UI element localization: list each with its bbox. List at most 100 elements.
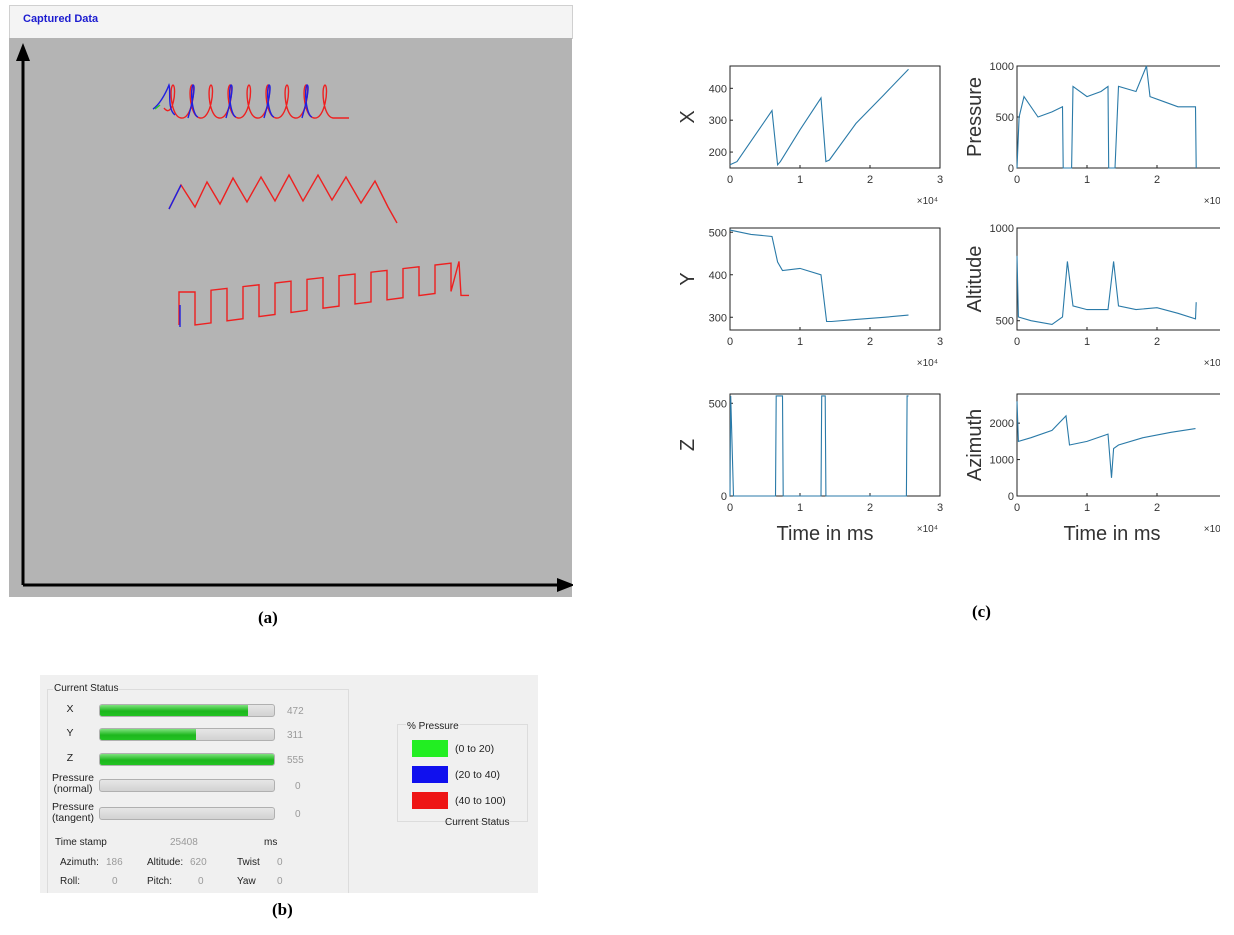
zigzag-start-stroke	[168, 184, 182, 210]
pressure-normal-value: 0	[295, 781, 301, 792]
pressure-tangent-label-line1: Pressure	[51, 801, 94, 813]
series-line-azimuth	[1016, 401, 1196, 478]
pressure-normal-progress-bar	[99, 779, 275, 792]
y-tick-label: 300	[709, 312, 727, 324]
legend-swatch-low	[412, 740, 448, 757]
plot-y: 300 400 500 0 1 2 3 ×10⁴ Y	[677, 227, 943, 369]
y-progress-bar	[99, 728, 275, 741]
series-line-y	[729, 229, 909, 323]
z-value: 555	[287, 755, 304, 766]
x-tick-label: 1	[1084, 336, 1090, 348]
pitch-label: Pitch:	[147, 876, 173, 887]
y-tick-label: 500	[996, 316, 1014, 328]
x-tick-label: 0	[727, 336, 733, 348]
y-tick-label: 1000	[990, 455, 1014, 467]
azimuth-value: 186	[106, 857, 123, 868]
legend-label-mid: (20 to 40)	[455, 769, 500, 781]
series-line-pressure	[1016, 65, 1197, 169]
legend-footer: Current Status	[445, 817, 510, 828]
x-tick-label: 2	[1154, 502, 1160, 514]
y-tick-label: 400	[709, 83, 727, 95]
y-tick-label: 0	[1008, 163, 1014, 175]
plot-frame-pressure	[1016, 65, 1220, 169]
x-tick-label: 1	[1084, 174, 1090, 186]
y-tick-label: 0	[721, 491, 727, 503]
loops-pen-down-stroke	[154, 104, 161, 110]
plot-frame-z	[729, 393, 941, 497]
azimuth-label: Azimuth:	[60, 857, 99, 868]
captured-data-title: Captured Data	[23, 13, 99, 25]
x-tick-label: 2	[1154, 336, 1160, 348]
legend-swatch-mid	[412, 766, 448, 783]
x-tick-label: 2	[1154, 174, 1160, 186]
y-tick-label: 500	[709, 227, 727, 239]
timestamp-value: 25408	[170, 837, 198, 848]
plot-x: 200 300 400 0 1 2 3 ×10⁴ X	[677, 65, 943, 207]
pressure-normal-label-line1: Pressure	[51, 772, 94, 784]
y-axis-label: Azimuth	[964, 409, 986, 481]
y-tick-label: 500	[709, 398, 727, 410]
y-tick-label: 1000	[990, 61, 1014, 73]
x-tick-label: 0	[727, 174, 733, 186]
current-status-label: Current Status	[53, 683, 120, 694]
plot-azimuth: 0100020000123×10⁴AzimuthTime in ms	[964, 393, 1220, 545]
series-line-x	[729, 68, 909, 167]
pressure-legend-title: % Pressure	[406, 721, 460, 732]
y-axis-label: Z	[677, 439, 699, 451]
z-progress-fill	[100, 754, 274, 765]
y-tick-label: 500	[996, 112, 1014, 124]
caption-c: (c)	[972, 602, 991, 621]
x-tick-label: 2	[867, 174, 873, 186]
roll-label: Roll:	[60, 876, 81, 887]
pressure-normal-label-line2: (normal)	[53, 783, 93, 795]
roll-value: 0	[112, 876, 118, 887]
pressure-legend: % Pressure (0 to 20) (20 to 40) (40 to 1…	[397, 721, 528, 822]
loops-mid-stroke	[263, 84, 275, 119]
y-axis-label: X	[677, 110, 699, 123]
pressure-tangent-label-line2: (tangent)	[51, 812, 95, 824]
signal-plots: 2003004000123×10⁴X050010000123×10⁴Pressu…	[677, 61, 1220, 545]
plot-z: 0 500 0 1 2 3 ×10⁴ Z Time in ms	[677, 393, 943, 545]
x-tick-label: 2	[867, 502, 873, 514]
loops-mid-stroke	[187, 84, 199, 119]
y-axis-label: Altitude	[964, 246, 986, 313]
legend-swatch-high	[412, 792, 448, 809]
x-tick-label: 3	[937, 174, 943, 186]
y-tick-label: 200	[709, 147, 727, 159]
y-label: Y	[66, 727, 74, 739]
timestamp-label: Time stamp	[55, 837, 107, 848]
z-label: Z	[66, 752, 74, 764]
series-line-altitude	[1016, 255, 1197, 325]
y-progress-fill	[100, 729, 196, 740]
legend-label-low: (0 to 20)	[455, 743, 495, 755]
y-tick-label: 1000	[990, 223, 1014, 235]
plot-frame-altitude	[1016, 227, 1220, 331]
x-exponent-label: ×10⁴	[917, 524, 938, 535]
x-tick-label: 1	[797, 502, 803, 514]
x-axis-label: Time in ms	[776, 523, 873, 545]
yaw-label: Yaw	[237, 876, 256, 887]
x-tick-label: 0	[1014, 502, 1020, 514]
x-tick-label: 1	[797, 336, 803, 348]
y-value: 311	[287, 730, 303, 741]
x-progress-bar	[99, 704, 275, 717]
captured-data-panel: Captured Data	[9, 5, 573, 597]
x-axis-label: Time in ms	[1063, 523, 1160, 545]
y-tick-label: 400	[709, 270, 727, 282]
twist-label: Twist	[237, 857, 260, 868]
y-tick-label: 2000	[990, 418, 1014, 430]
x-exponent-label: ×10⁴	[1204, 524, 1220, 535]
plot-frame-y	[729, 227, 941, 331]
x-label: X	[66, 703, 74, 715]
y-axis-arrow-icon	[16, 43, 30, 61]
twist-value: 0	[277, 857, 283, 868]
x-exponent-label: ×10⁴	[917, 196, 938, 207]
pressure-tangent-value: 0	[295, 809, 301, 820]
z-progress-bar	[99, 753, 275, 766]
x-exponent-label: ×10⁴	[1204, 358, 1220, 369]
y-tick-label: 300	[709, 115, 727, 127]
caption-b: (b)	[272, 900, 293, 919]
x-tick-label: 3	[937, 336, 943, 348]
x-tick-label: 1	[797, 174, 803, 186]
altitude-label: Altitude:	[147, 857, 184, 868]
